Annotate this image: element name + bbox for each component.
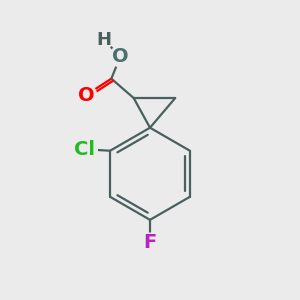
Circle shape <box>76 85 97 105</box>
Text: Cl: Cl <box>74 140 95 159</box>
Circle shape <box>95 31 113 49</box>
Circle shape <box>110 46 131 67</box>
Text: O: O <box>112 47 129 66</box>
Circle shape <box>141 233 159 251</box>
Text: O: O <box>78 85 94 104</box>
Circle shape <box>72 137 97 162</box>
Text: H: H <box>96 31 111 49</box>
Text: F: F <box>143 232 157 252</box>
